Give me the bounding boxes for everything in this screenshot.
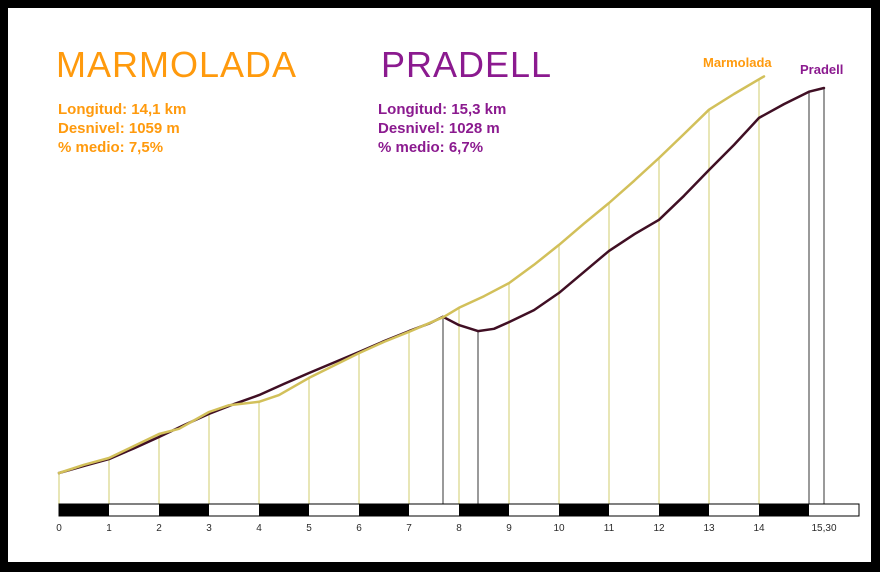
x-tick-label: 11	[604, 523, 615, 534]
distance-scale-bar-segment	[709, 504, 759, 516]
x-tick-label: 5	[306, 523, 312, 534]
distance-scale-bar-segment	[809, 504, 859, 516]
distance-scale-bar-segment	[559, 504, 609, 516]
x-tick-label: 8	[456, 523, 462, 534]
marmolada-stat-medio: % medio: 7,5%	[58, 139, 164, 156]
distance-scale-bar-segment	[509, 504, 559, 516]
pradell-stats: Longitud: 15,3 km Desnivel: 1028 m % med…	[378, 100, 506, 157]
distance-scale-bar-segment	[109, 504, 159, 516]
x-tick-label: 4	[256, 523, 262, 534]
x-tick-label: 12	[653, 523, 665, 534]
pradell-title: PRADELL	[381, 44, 553, 85]
x-tick-label: 13	[703, 523, 715, 534]
pradell-curve-label: Pradell	[800, 62, 844, 77]
chart-canvas: 0 1 2 3 4 5 6 7 8 9 10 11 12 13 14 15,30 MARMOLADA Long…	[8, 8, 871, 562]
distance-scale-bar-segment	[259, 504, 309, 516]
distance-scale-bar-segment	[659, 504, 709, 516]
distance-scale-bar-segment	[159, 504, 209, 516]
x-tick-label: 1	[106, 523, 112, 534]
pradell-stat-desnivel: Desnivel: 1028 m	[378, 120, 500, 137]
x-tick-label: 9	[506, 523, 512, 534]
x-tick-label: 2	[156, 523, 162, 534]
scale-bar-outline	[58, 503, 860, 517]
x-tick-label: 7	[406, 523, 412, 534]
marmolada-stats: Longitud: 14,1 km Desnivel: 1059 m % med…	[58, 100, 186, 157]
pradell-stat-longitud: Longitud: 15,3 km	[378, 101, 507, 118]
distance-scale-bar-segment	[409, 504, 459, 516]
marmolada-stat-longitud: Longitud: 14,1 km	[58, 101, 187, 118]
marmolada-profile-line	[57, 75, 766, 475]
distance-scale-bar-segment	[359, 504, 409, 516]
x-tick-label: 6	[356, 523, 362, 534]
x-tick-label: 14	[753, 523, 765, 534]
x-tick-label: 3	[206, 523, 212, 534]
distance-scale-bar-segment	[759, 504, 809, 516]
distance-scale-bar-segment	[609, 504, 659, 516]
x-tick-label: 15,30	[811, 523, 836, 534]
elevation-profile-chart: 0 1 2 3 4 5 6 7 8 9 10 11 12 13 14 15,30	[56, 75, 860, 534]
x-tick-label: 0	[56, 523, 62, 534]
pradell-stat-medio: % medio: 6,7%	[378, 139, 484, 156]
distance-scale-bar-segment	[209, 504, 259, 516]
distance-scale-bar-segment	[459, 504, 509, 516]
distance-scale-bar-segment	[309, 504, 359, 516]
distance-scale-bar-segment	[59, 504, 109, 516]
marmolada-title: MARMOLADA	[56, 44, 298, 85]
x-tick-label: 10	[553, 523, 565, 534]
marmolada-curve-label: Marmolada	[703, 55, 772, 70]
marmolada-stat-desnivel: Desnivel: 1059 m	[58, 120, 180, 137]
